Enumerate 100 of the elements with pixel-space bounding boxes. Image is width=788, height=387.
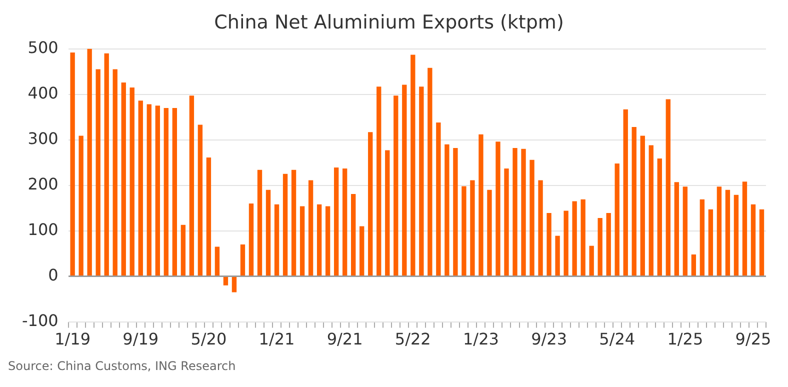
bar	[214, 246, 220, 276]
bar	[248, 204, 254, 276]
bar	[598, 218, 602, 276]
bar	[360, 226, 364, 276]
bar	[487, 190, 492, 276]
bar	[444, 144, 450, 276]
bar	[666, 99, 670, 276]
bar	[146, 104, 152, 276]
bar	[104, 53, 109, 276]
bar	[282, 174, 288, 276]
chart-title: China Net Aluminium Exports (ktpm)	[214, 11, 564, 34]
bar	[96, 69, 100, 276]
y-tick-label: -100	[22, 310, 58, 330]
bar	[436, 122, 441, 276]
bar	[198, 124, 203, 276]
x-tick-label: 9/23	[531, 330, 568, 349]
bar	[538, 180, 543, 276]
bar	[240, 244, 246, 276]
bar	[121, 82, 126, 276]
bar	[657, 158, 662, 276]
bar	[316, 204, 322, 276]
bar	[725, 190, 730, 276]
bar	[232, 277, 237, 292]
x-tick-label: 9/19	[122, 330, 159, 349]
bar	[257, 170, 262, 276]
bar	[376, 86, 382, 276]
bar	[589, 246, 594, 276]
bar	[300, 206, 305, 276]
bar	[78, 136, 84, 276]
bar	[759, 209, 764, 276]
bar	[572, 201, 577, 276]
bar	[691, 254, 696, 276]
bar	[334, 168, 339, 276]
x-tick-label: 1/19	[54, 330, 91, 349]
x-tick-label: 1/23	[463, 330, 499, 349]
x-tick-label: 1/25	[667, 330, 704, 349]
bar	[674, 182, 679, 276]
bar	[394, 96, 398, 276]
bar	[385, 150, 390, 276]
bar	[419, 86, 424, 276]
x-tick-label: 5/20	[190, 330, 227, 349]
bar	[291, 170, 296, 276]
bar	[87, 48, 92, 276]
bar	[750, 204, 756, 276]
bar	[640, 136, 645, 276]
bar	[351, 194, 356, 276]
y-tick-label: 300	[28, 128, 58, 148]
bar	[308, 180, 314, 276]
y-tick-label: 500	[28, 38, 58, 57]
source-note: Source: China Customs, ING Research	[8, 359, 237, 373]
bar	[716, 186, 722, 276]
bar	[614, 163, 620, 276]
y-tick-label: 100	[28, 220, 58, 239]
bar	[682, 186, 688, 276]
bar	[325, 206, 330, 276]
bar	[342, 168, 348, 276]
bar	[606, 213, 611, 276]
bar	[632, 127, 636, 276]
bar	[512, 148, 518, 276]
bar	[274, 204, 280, 276]
bar	[555, 236, 560, 276]
bar	[164, 108, 168, 276]
bar	[70, 52, 75, 276]
bar	[189, 96, 194, 276]
bar	[470, 180, 475, 276]
bar	[180, 224, 186, 276]
bar	[734, 194, 739, 276]
y-tick-label: 400	[28, 83, 58, 102]
y-tick-label: 0	[48, 265, 58, 284]
bar	[478, 134, 484, 276]
bar	[155, 106, 160, 276]
bar	[266, 190, 271, 276]
x-tick-label: 1/21	[258, 330, 295, 349]
bar	[223, 277, 228, 286]
bar	[504, 168, 509, 276]
x-tick-label: 5/22	[394, 330, 431, 349]
bar	[410, 54, 416, 276]
bar	[742, 182, 748, 276]
x-tick-label: 9/25	[735, 330, 772, 349]
bar	[496, 142, 500, 276]
x-tick-label: 9/21	[326, 330, 363, 349]
bar	[130, 87, 134, 276]
bar	[462, 186, 466, 276]
bar	[648, 145, 654, 276]
bar	[206, 158, 212, 276]
bar	[700, 199, 705, 276]
x-tick-label: 5/24	[599, 330, 636, 349]
bar	[138, 100, 143, 276]
bar	[402, 84, 407, 276]
bar	[546, 213, 552, 276]
bar	[580, 199, 586, 276]
bar	[708, 209, 714, 276]
bar	[530, 160, 534, 276]
bar	[428, 68, 432, 276]
bar	[172, 108, 178, 276]
bar	[453, 148, 458, 276]
bar	[564, 210, 568, 276]
y-tick-label: 200	[28, 174, 58, 194]
bar	[521, 148, 526, 276]
bar	[623, 109, 628, 276]
